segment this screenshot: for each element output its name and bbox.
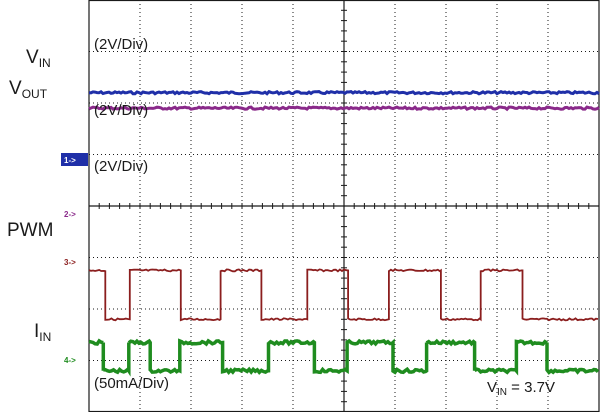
marker-1-box (61, 153, 88, 166)
scale-label-vin: (2V/Div) (94, 36, 148, 53)
grid (88, 0, 600, 412)
vin-label: VIN (26, 47, 51, 70)
traces (88, 89, 600, 377)
iin-label: IIN (34, 321, 51, 344)
trace-pwm (88, 268, 599, 322)
vout-label: VOUT (9, 78, 48, 101)
trace-vout (88, 105, 600, 112)
marker-3: 3-> (64, 258, 76, 267)
trace-iin (88, 338, 600, 377)
scale-label-pwm: (2V/Div) (94, 158, 148, 175)
scale-label-iin: (50mA/Div) (94, 375, 169, 392)
marker-2: 2-> (64, 210, 76, 219)
vin-annotation: VIN = 3.7V (487, 379, 555, 398)
marker-4: 4-> (64, 356, 76, 365)
pwm-label: PWM (7, 220, 53, 241)
scale-label-vout: (2V/Div) (94, 102, 148, 119)
trace-vin (88, 89, 600, 96)
marker-1: 1-> (64, 156, 76, 165)
